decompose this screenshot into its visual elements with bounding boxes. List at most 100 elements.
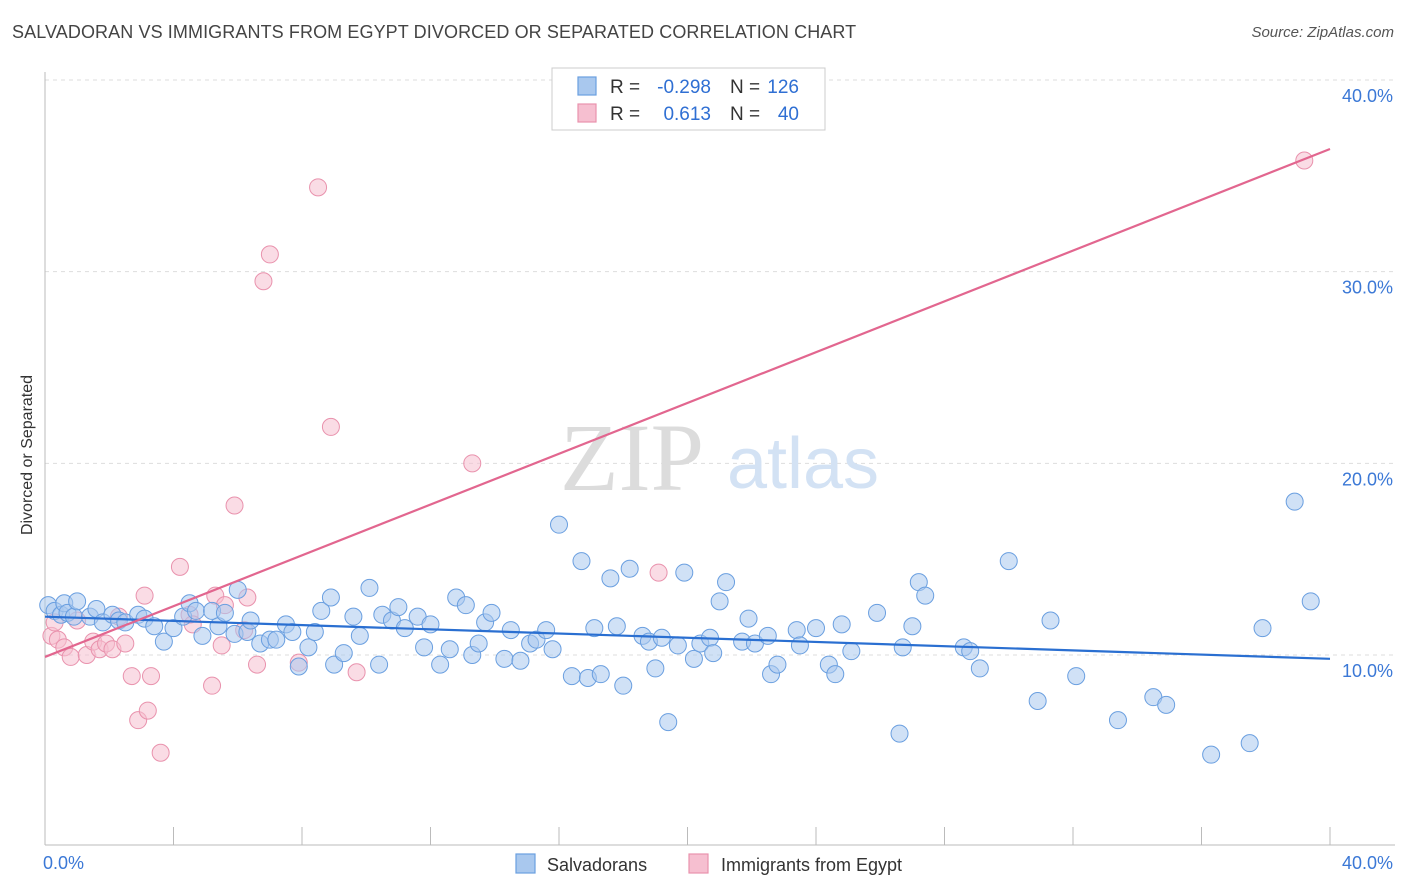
data-point-salvadoran (344, 607, 363, 626)
data-point-salvadoran (456, 596, 475, 615)
data-point-salvadoran (710, 592, 729, 611)
x-tick-label: 40.0% (1342, 853, 1393, 873)
data-point-egypt (61, 647, 80, 666)
data-point-salvadoran (482, 603, 501, 622)
chart-title: SALVADORAN VS IMMIGRANTS FROM EGYPT DIVO… (12, 22, 857, 42)
data-point-salvadoran (607, 617, 626, 636)
data-point-salvadoran (1240, 734, 1259, 753)
legend-bottom-egypt: Immigrants from Egypt (721, 855, 902, 875)
data-point-egypt (170, 557, 189, 576)
data-point-salvadoran (193, 626, 212, 645)
data-point-salvadoran (1301, 592, 1320, 611)
data-point-salvadoran (916, 586, 935, 605)
data-point-salvadoran (321, 588, 340, 607)
legend-n-label-2: N = (730, 104, 760, 125)
trend-line-salvadorans (44, 615, 1331, 660)
data-point-salvadoran (893, 638, 912, 657)
y-tick-labels: 10.0% 20.0% 30.0% 40.0% (1342, 86, 1393, 681)
y-tick-label: 30.0% (1342, 278, 1393, 298)
data-point-salvadoran (787, 621, 806, 640)
data-point-salvadoran (537, 621, 556, 640)
legend-r-label-2: R = (610, 104, 640, 125)
x-tick-labels: 0.0% 40.0% (43, 853, 1393, 873)
legend-series: Salvadorans Immigrants from Egypt (515, 853, 902, 875)
data-point-salvadoran (305, 623, 324, 641)
legend-swatch-egypt (577, 103, 597, 123)
data-point-salvadoran (562, 667, 581, 686)
data-point-salvadoran (312, 601, 331, 620)
legend-n-label-1: N = (730, 77, 760, 98)
data-point-salvadoran (826, 665, 845, 684)
grid-lines (45, 79, 1395, 656)
data-point-salvadoran (495, 649, 514, 668)
data-point-salvadoran (267, 630, 286, 649)
data-point-salvadoran (440, 640, 459, 659)
data-point-salvadoran (469, 634, 488, 653)
legend-r-value-2: 0.613 (663, 104, 711, 125)
data-point-salvadoran (1285, 492, 1304, 511)
data-point-egypt (212, 636, 231, 655)
data-point-salvadoran (999, 552, 1018, 571)
data-point-salvadoran (646, 659, 665, 678)
data-point-egypt (116, 634, 135, 653)
data-point-salvadoran (360, 578, 379, 597)
data-point-egypt (347, 663, 366, 682)
data-point-salvadoran (1253, 619, 1272, 638)
data-point-salvadoran (807, 619, 825, 638)
data-point-salvadoran (501, 621, 520, 640)
watermark: ZIP atlas (560, 404, 879, 511)
data-point-salvadoran (511, 651, 530, 670)
legend-r-value-1: -0.298 (657, 77, 711, 98)
data-point-egypt (248, 655, 267, 674)
data-point-salvadoran (739, 609, 758, 628)
data-point-egypt (135, 586, 154, 605)
data-point-salvadoran (543, 640, 562, 659)
watermark-atlas: atlas (727, 424, 879, 504)
legend-n-value-1: 126 (767, 77, 799, 98)
data-point-salvadoran (1108, 711, 1127, 730)
data-point-salvadoran (572, 552, 591, 571)
data-point-salvadoran (283, 623, 302, 641)
y-tick-label: 40.0% (1342, 86, 1393, 106)
data-point-egypt (463, 454, 482, 473)
data-point-salvadoran (389, 598, 408, 617)
data-point-salvadoran (550, 515, 568, 534)
data-point-salvadoran (145, 617, 164, 636)
data-point-egypt (309, 178, 328, 197)
data-point-salvadoran (289, 657, 308, 676)
data-point-salvadoran (325, 655, 344, 674)
legend-bottom-swatch-egypt (688, 853, 709, 874)
legend-stats: R = -0.298 N = 126 R = 0.613 N = 40 (551, 67, 826, 131)
y-tick-label: 20.0% (1342, 469, 1393, 489)
data-point-salvadoran (370, 655, 389, 674)
data-point-salvadoran (186, 601, 205, 620)
data-point-salvadoran (717, 573, 736, 592)
data-point-salvadoran (601, 569, 620, 588)
data-point-salvadoran (164, 619, 183, 638)
legend-r-label-1: R = (610, 77, 640, 98)
data-point-egypt (122, 667, 141, 686)
data-point-salvadoran (903, 617, 922, 636)
data-point-salvadoran (1157, 695, 1176, 714)
data-point-salvadoran (790, 636, 809, 655)
axes (44, 72, 1395, 846)
data-point-salvadoran (961, 642, 980, 661)
watermark-zip: ZIP (560, 404, 704, 511)
data-point-salvadoran (970, 659, 989, 678)
data-point-egypt (649, 563, 668, 582)
data-point-salvadoran (431, 655, 450, 674)
data-point-egypt (225, 496, 244, 515)
data-point-salvadoran (334, 644, 353, 663)
series-salvadorans (39, 492, 1320, 764)
x-tick-label: 0.0% (43, 853, 84, 873)
data-point-salvadoran (1028, 692, 1047, 710)
trend-line-egypt (44, 147, 1331, 658)
data-point-egypt (321, 417, 340, 436)
data-point-salvadoran (585, 619, 604, 638)
data-point-egypt (138, 701, 157, 720)
data-point-salvadoran (154, 632, 173, 651)
legend-n-value-2: 40 (778, 104, 799, 125)
data-point-salvadoran (704, 644, 723, 663)
data-point-salvadoran (1067, 667, 1086, 686)
